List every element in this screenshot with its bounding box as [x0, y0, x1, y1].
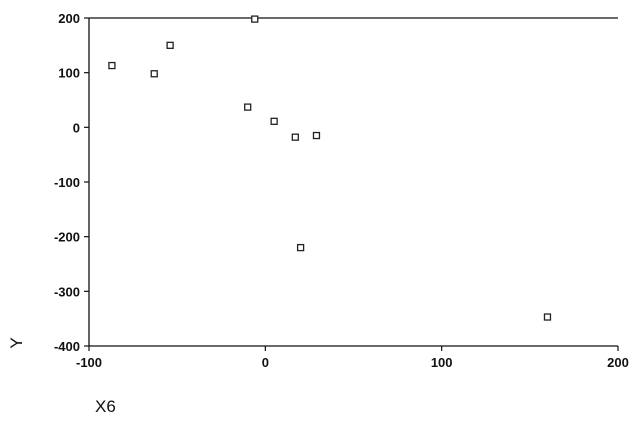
y-tick-label: -400 — [54, 339, 80, 354]
data-point-1 — [108, 61, 116, 70]
data-points — [108, 15, 552, 321]
data-point-3 — [166, 41, 174, 49]
data-point-4 — [244, 103, 252, 111]
data-point-2 — [150, 70, 158, 78]
data-point-8 — [312, 131, 321, 140]
y-axis-label: Y — [7, 337, 26, 348]
x-tick-label: 200 — [607, 355, 629, 370]
y-tick-label: -300 — [54, 284, 80, 299]
data-point-9 — [296, 243, 305, 252]
data-point-6 — [270, 117, 278, 125]
y-tick-label: -200 — [54, 230, 80, 245]
x-tick-label: 0 — [262, 355, 269, 370]
data-point-5 — [251, 15, 259, 23]
data-point-10 — [543, 313, 552, 321]
axes — [88, 17, 618, 347]
data-point-7 — [291, 133, 299, 141]
x-tick-label: -100 — [76, 355, 102, 370]
x-axis-label: X6 — [95, 397, 116, 416]
y-tick-label: -100 — [54, 175, 80, 190]
y-tick-label: 0 — [73, 120, 80, 135]
y-tick-label: 100 — [58, 66, 80, 81]
y-tick-label: 200 — [58, 11, 80, 26]
x-tick-label: 100 — [431, 355, 453, 370]
